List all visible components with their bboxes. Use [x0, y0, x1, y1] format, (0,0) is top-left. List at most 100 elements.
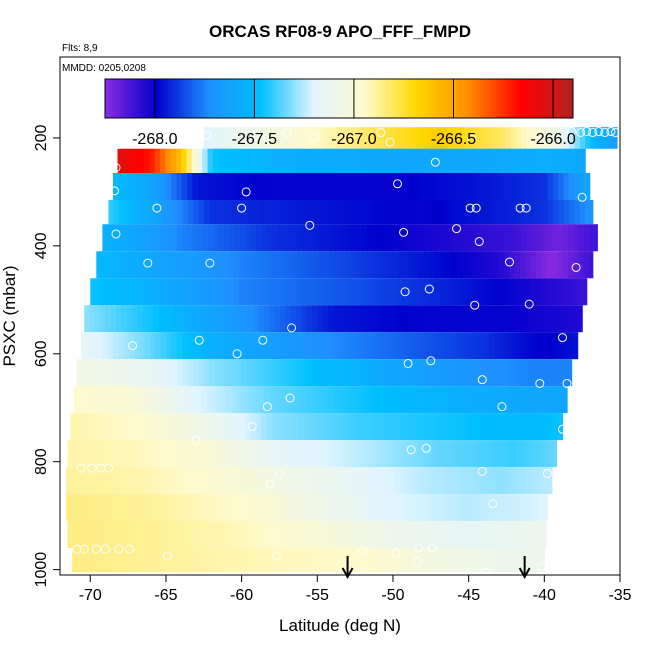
- colorbar-swatch: [111, 79, 116, 118]
- heatmap-cell: [454, 440, 461, 468]
- heatmap-cell: [383, 127, 390, 149]
- colorbar-swatch: [556, 79, 561, 118]
- heatmap-cell: [558, 359, 565, 387]
- heatmap-cell: [434, 278, 441, 306]
- heatmap-cell: [458, 359, 464, 387]
- heatmap-cell: [131, 386, 138, 414]
- heatmap-cell: [392, 278, 399, 306]
- x-tick-label: -60: [230, 587, 253, 604]
- colorbar-swatch: [262, 79, 266, 118]
- heatmap-cell: [102, 224, 109, 252]
- heatmap-cell: [521, 127, 528, 149]
- colorbar-swatch: [369, 79, 373, 118]
- heatmap-cell: [288, 467, 295, 495]
- heatmap-cell: [477, 148, 484, 174]
- heatmap-cell: [453, 548, 460, 573]
- heatmap-cell: [550, 305, 557, 333]
- data-point: [567, 126, 577, 136]
- heatmap-cell: [128, 332, 135, 360]
- heatmap-cell: [336, 199, 343, 225]
- heatmap-cell: [89, 386, 96, 414]
- data-point: [474, 237, 484, 247]
- heatmap-cell: [577, 278, 584, 306]
- heatmap-cell: [464, 548, 471, 573]
- heatmap-cell: [169, 278, 176, 306]
- heatmap-cell: [99, 521, 106, 549]
- colorbar-swatch: [328, 79, 333, 118]
- heatmap-cell: [277, 413, 284, 441]
- heatmap-cell: [362, 359, 369, 387]
- heatmap-cell: [330, 332, 337, 360]
- heatmap-cell: [340, 173, 347, 200]
- heatmap-cell: [508, 386, 514, 414]
- heatmap-cell: [156, 359, 163, 387]
- colorbar-swatch: [486, 79, 490, 118]
- heatmap-cell: [100, 305, 107, 333]
- heatmap-cell: [385, 521, 392, 549]
- heatmap-cell: [357, 199, 364, 225]
- heatmap-cell: [389, 127, 396, 149]
- heatmap-cell: [436, 467, 443, 495]
- data-point: [205, 258, 215, 268]
- heatmap-cell: [259, 386, 265, 414]
- heatmap-cell: [206, 386, 212, 414]
- colorbar-swatch: [302, 79, 307, 118]
- heatmap-cell: [209, 467, 215, 495]
- heatmap-cell: [513, 305, 520, 333]
- heatmap-cell: [482, 278, 489, 306]
- heatmap-cell: [475, 521, 482, 549]
- heatmap-cell: [319, 173, 326, 200]
- colorbar-swatch: [469, 79, 474, 118]
- heatmap-cell: [381, 278, 388, 306]
- heatmap-cell: [373, 359, 380, 387]
- heatmap-cell: [66, 494, 72, 522]
- heatmap-cell: [460, 305, 467, 333]
- heatmap-cell: [76, 359, 83, 387]
- heatmap-cell: [266, 413, 273, 441]
- heatmap-cell: [293, 127, 300, 149]
- heatmap-cell: [159, 148, 166, 174]
- heatmap-cell: [327, 521, 334, 549]
- heatmap-cell: [93, 548, 100, 573]
- heatmap-cell: [477, 251, 484, 279]
- heatmap-cell: [161, 494, 168, 522]
- heatmap-cell: [184, 305, 191, 333]
- heatmap-cell: [119, 359, 125, 387]
- heatmap-cell: [562, 251, 569, 279]
- heatmap-cell: [113, 494, 120, 522]
- heatmap-cell: [426, 359, 433, 387]
- heatmap-cell: [203, 413, 209, 441]
- heatmap-cell: [177, 359, 184, 387]
- data-point: [470, 300, 480, 310]
- heatmap-cell: [448, 440, 455, 468]
- heatmap-cell: [405, 199, 411, 225]
- heatmap-cell: [579, 199, 586, 225]
- heatmap-cell: [139, 173, 146, 200]
- heatmap-cell: [156, 199, 163, 225]
- colorbar-swatch: [161, 79, 166, 118]
- heatmap-cell: [105, 305, 112, 333]
- heatmap-cell: [414, 173, 421, 200]
- heatmap-cell: [303, 413, 310, 441]
- heatmap-cell: [125, 521, 132, 549]
- heatmap-cell: [346, 173, 352, 200]
- heatmap-cell: [271, 413, 278, 441]
- heatmap-cell: [150, 359, 157, 387]
- heatmap-cell: [511, 494, 517, 522]
- colorbar-swatch: [422, 79, 427, 118]
- heatmap-cell: [174, 305, 181, 333]
- data-point: [467, 134, 477, 144]
- heatmap-cell: [163, 305, 170, 333]
- heatmap-cell: [436, 199, 443, 225]
- heatmap-cell: [176, 332, 183, 360]
- heatmap-cell: [399, 127, 406, 149]
- heatmap-cell: [172, 548, 179, 573]
- heatmap-cell: [198, 199, 205, 225]
- heatmap-cell: [388, 224, 395, 252]
- heatmap-cell: [176, 173, 183, 200]
- heatmap-cell: [340, 332, 347, 360]
- heatmap-cell: [467, 251, 474, 279]
- data-point: [114, 544, 124, 554]
- heatmap-cell: [329, 148, 336, 174]
- heatmap-cell: [216, 386, 223, 414]
